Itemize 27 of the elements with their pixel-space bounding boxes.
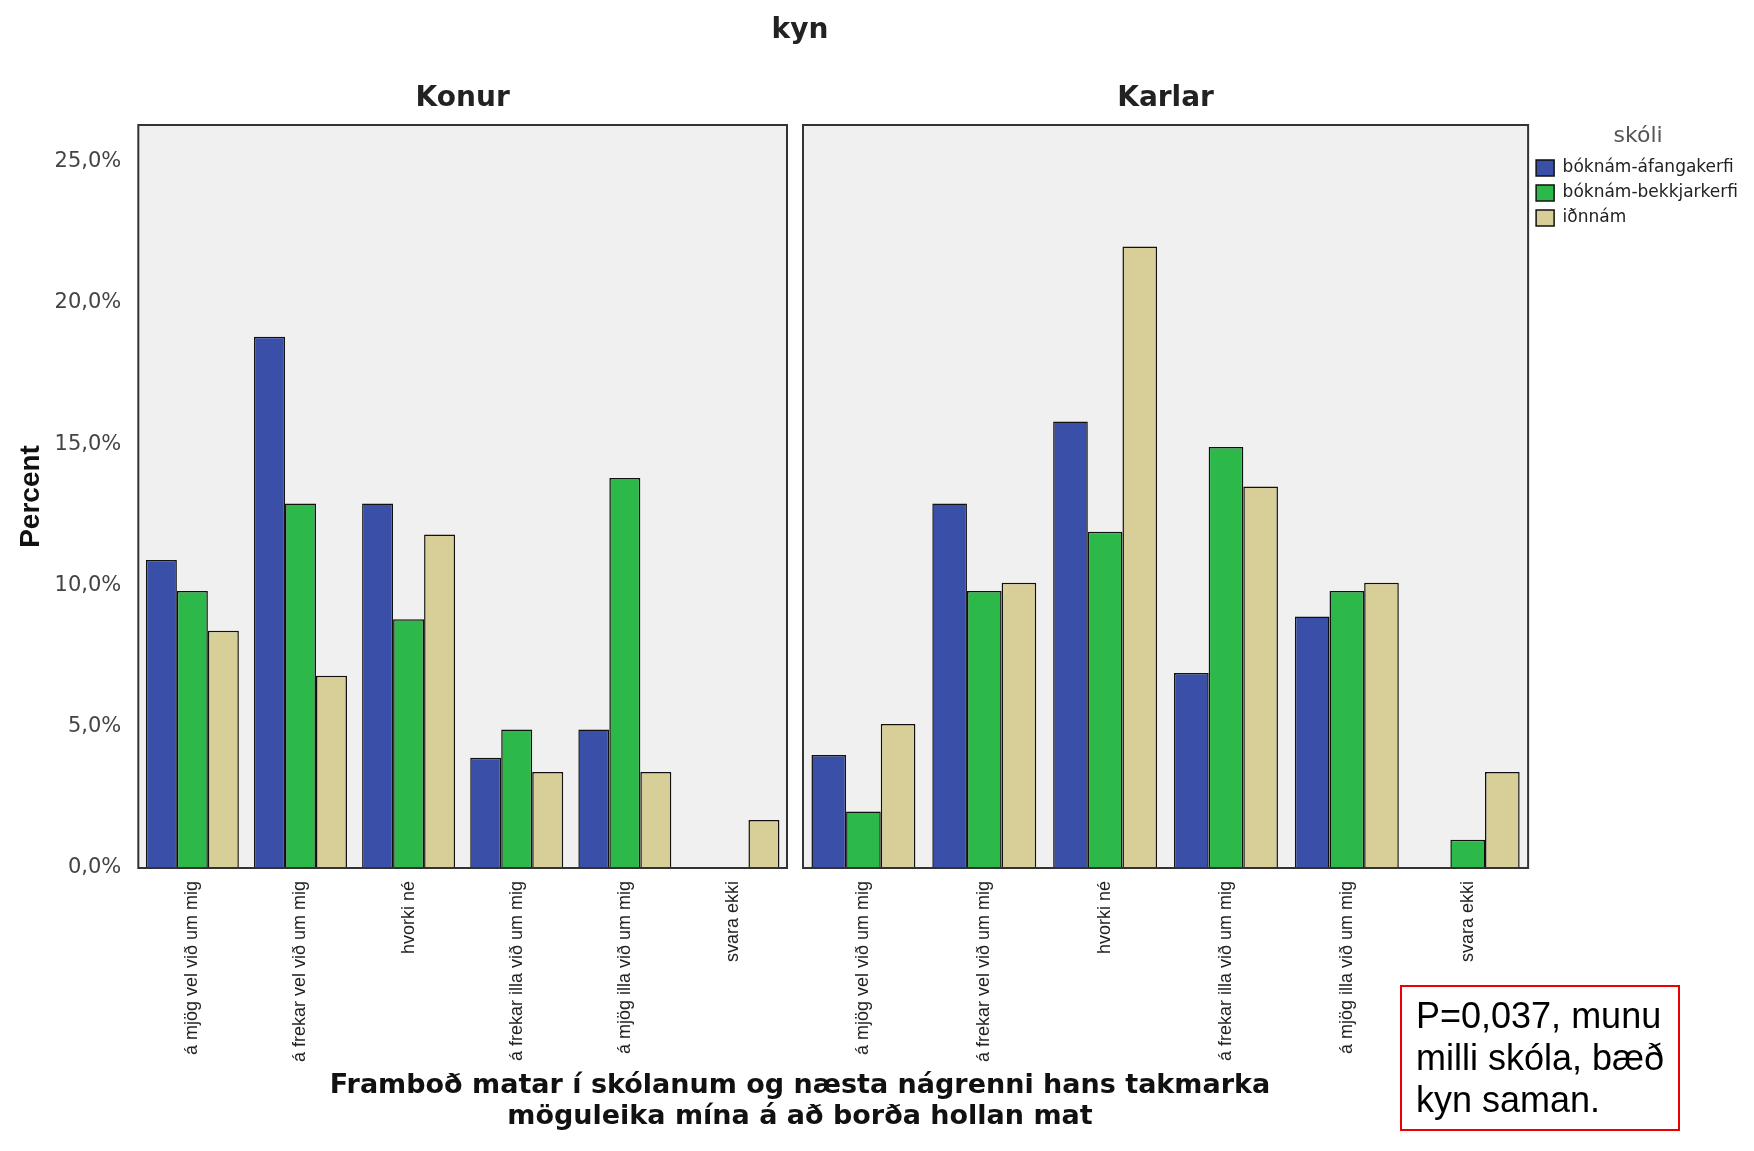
x-tick-label: á mjög vel við um mig [852,880,873,1056]
x-tick-label: á mjög illa við um mig [613,880,634,1055]
x-tick-label: á mjög vel við um mig [181,880,202,1056]
legend-label: bóknám-bekkjarkerfi [1562,181,1738,202]
chart-title: Karlar [1117,80,1215,114]
x-tick-label: á frekar vel við um mig [289,880,310,1063]
x-tick-label: svara ekki [1456,880,1477,962]
x-tick-label: hvorki né [1094,880,1115,954]
chart-title: Konur [415,80,510,114]
y-tick-label: 25,0% [54,148,122,173]
legend-label: bóknám-áfangakerfi [1562,156,1734,177]
x-tick-label: á frekar illa við um mig [505,880,526,1062]
x-tick-label: á mjög illa við um mig [1335,880,1356,1055]
x-tick-label: hvorki né [397,880,418,954]
text: P=0,037, munu milli skóla, bæð kyn saman. [1400,985,1681,1131]
legend-label: iðnnám [1562,206,1627,227]
x-axis-title: Framboð matar í skólanum og næsta nágrenni hans takmarka möguleika mína á að borða hollan mat [328,1068,1272,1130]
y-tick-label: 10,0% [54,571,122,596]
y-tick-label: 0,0% [67,854,122,879]
text: kyn [770,12,830,45]
y-tick-label: 20,0% [54,289,122,314]
y-tick-label: 5,0% [67,713,122,738]
x-tick-label: svara ekki [721,880,742,962]
y-axis-title: Percent [13,445,45,548]
y-tick-label: 15,0% [54,430,122,455]
x-tick-label: á frekar illa við um mig [1214,880,1235,1062]
x-tick-label: á frekar vel við um mig [973,880,994,1063]
